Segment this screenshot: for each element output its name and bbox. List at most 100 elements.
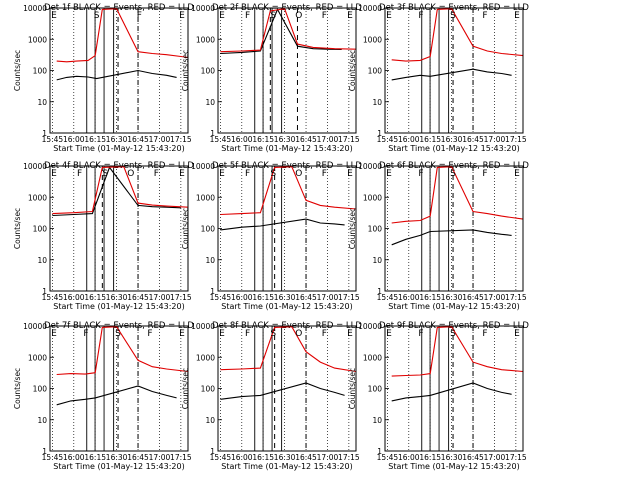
- x-tick-label: 16:00: [398, 293, 420, 302]
- x-tick-label: 17:00: [484, 293, 506, 302]
- series-events: [391, 229, 512, 246]
- y-tick-label: 100: [33, 225, 48, 234]
- annotation-label: S: [450, 11, 456, 21]
- series-events: [220, 218, 345, 231]
- y-axis-label: Counts/sec: [13, 368, 22, 409]
- x-axis-label: Start Time (01-May-12 15:43:20): [221, 302, 352, 311]
- annotation-label: E: [347, 329, 353, 339]
- y-axis-label: Counts/sec: [348, 368, 357, 409]
- x-tick-label: 16:30: [441, 293, 463, 302]
- x-tick-label: 17:15: [338, 293, 360, 302]
- y-tick-label: 1000: [28, 193, 47, 202]
- series-lld: [391, 8, 524, 62]
- y-tick-label: 10000: [191, 162, 215, 171]
- series-lld: [56, 326, 189, 376]
- x-tick-label: 15:45: [377, 135, 399, 144]
- plot-frame: [384, 165, 524, 292]
- plot-frame: [217, 165, 357, 292]
- x-tick-label: 16:15: [84, 135, 106, 144]
- y-tick-label: 10: [205, 256, 215, 265]
- x-tick-label: 16:15: [419, 135, 441, 144]
- x-tick-label: 15:45: [377, 453, 399, 462]
- y-tick-label: 100: [368, 67, 383, 76]
- series-lld: [52, 166, 189, 215]
- annotation-label: F: [482, 11, 487, 21]
- y-tick-label: 1000: [196, 353, 215, 362]
- y-tick-label: 10: [37, 416, 47, 425]
- y-tick-label: 10000: [358, 4, 382, 13]
- series-lld: [56, 8, 189, 63]
- x-tick-label: 17:15: [338, 135, 360, 144]
- x-tick-label: 17:00: [484, 135, 506, 144]
- annotation-label: F: [322, 329, 327, 339]
- annotation-label: O: [127, 169, 134, 179]
- x-tick-label: 16:30: [274, 453, 296, 462]
- y-axis-label: Counts/sec: [181, 368, 190, 409]
- x-tick-label: 17:15: [505, 453, 527, 462]
- x-tick-label: 16:15: [252, 135, 274, 144]
- x-tick-label: 16:45: [462, 293, 484, 302]
- annotation-label: E: [179, 11, 185, 21]
- x-tick-label: 16:15: [419, 293, 441, 302]
- y-tick-label: 1000: [363, 353, 382, 362]
- y-tick-label: 10000: [23, 4, 47, 13]
- y-tick-label: 1000: [363, 193, 382, 202]
- x-tick-label: 15:45: [210, 453, 232, 462]
- annotation-label: S: [102, 169, 108, 179]
- annotation-label: F: [245, 11, 250, 21]
- annotation-label: F: [147, 329, 152, 339]
- annotation-label: E: [179, 329, 185, 339]
- annotation-label: F: [418, 329, 423, 339]
- x-tick-label: 16:00: [231, 135, 253, 144]
- x-axis-label: Start Time (01-May-12 15:43:20): [53, 462, 184, 471]
- x-tick-label: 17:15: [170, 293, 192, 302]
- annotation-label: E: [347, 169, 353, 179]
- annotation-label: F: [482, 329, 487, 339]
- series-lld: [391, 326, 524, 377]
- x-tick-label: 16:15: [84, 293, 106, 302]
- series-lld: [220, 8, 357, 53]
- y-tick-label: 1000: [363, 35, 382, 44]
- y-tick-label: 1000: [196, 193, 215, 202]
- series-lld: [220, 326, 357, 373]
- y-tick-label: 1: [42, 287, 47, 296]
- y-axis-label: Counts/sec: [13, 50, 22, 91]
- y-tick-label: 10: [205, 416, 215, 425]
- x-tick-label: 15:45: [210, 293, 232, 302]
- y-tick-label: 10000: [23, 162, 47, 171]
- x-tick-label: 17:15: [170, 453, 192, 462]
- x-tick-label: 15:45: [42, 135, 64, 144]
- annotation-label: S: [450, 169, 456, 179]
- x-tick-label: 16:15: [419, 453, 441, 462]
- x-tick-label: 15:45: [42, 293, 64, 302]
- y-tick-label: 1: [42, 447, 47, 456]
- x-tick-label: 16:00: [63, 135, 85, 144]
- x-tick-label: 16:15: [252, 293, 274, 302]
- y-tick-label: 1: [210, 287, 215, 296]
- annotation-label: F: [137, 11, 142, 21]
- annotation-label: E: [219, 11, 225, 21]
- x-axis-label: Start Time (01-May-12 15:43:20): [221, 144, 352, 153]
- x-tick-label: 17:00: [484, 453, 506, 462]
- annotation-label: E: [219, 329, 225, 339]
- plot-frame: [49, 7, 189, 134]
- x-tick-label: 16:30: [106, 293, 128, 302]
- y-tick-label: 100: [201, 67, 216, 76]
- y-tick-label: 10000: [23, 322, 47, 331]
- annotation-label: F: [245, 329, 250, 339]
- x-tick-label: 17:15: [338, 453, 360, 462]
- annotation-label: O: [295, 169, 302, 179]
- y-tick-label: 10: [372, 256, 382, 265]
- x-tick-label: 17:00: [149, 135, 171, 144]
- y-tick-label: 1000: [28, 35, 47, 44]
- x-tick-label: 16:30: [106, 135, 128, 144]
- series-lld: [220, 166, 357, 216]
- x-axis-label: Start Time (01-May-12 15:43:20): [53, 144, 184, 153]
- y-tick-label: 10000: [358, 162, 382, 171]
- annotation-label: E: [51, 11, 57, 21]
- x-tick-label: 17:15: [505, 293, 527, 302]
- annotation-label: F: [482, 169, 487, 179]
